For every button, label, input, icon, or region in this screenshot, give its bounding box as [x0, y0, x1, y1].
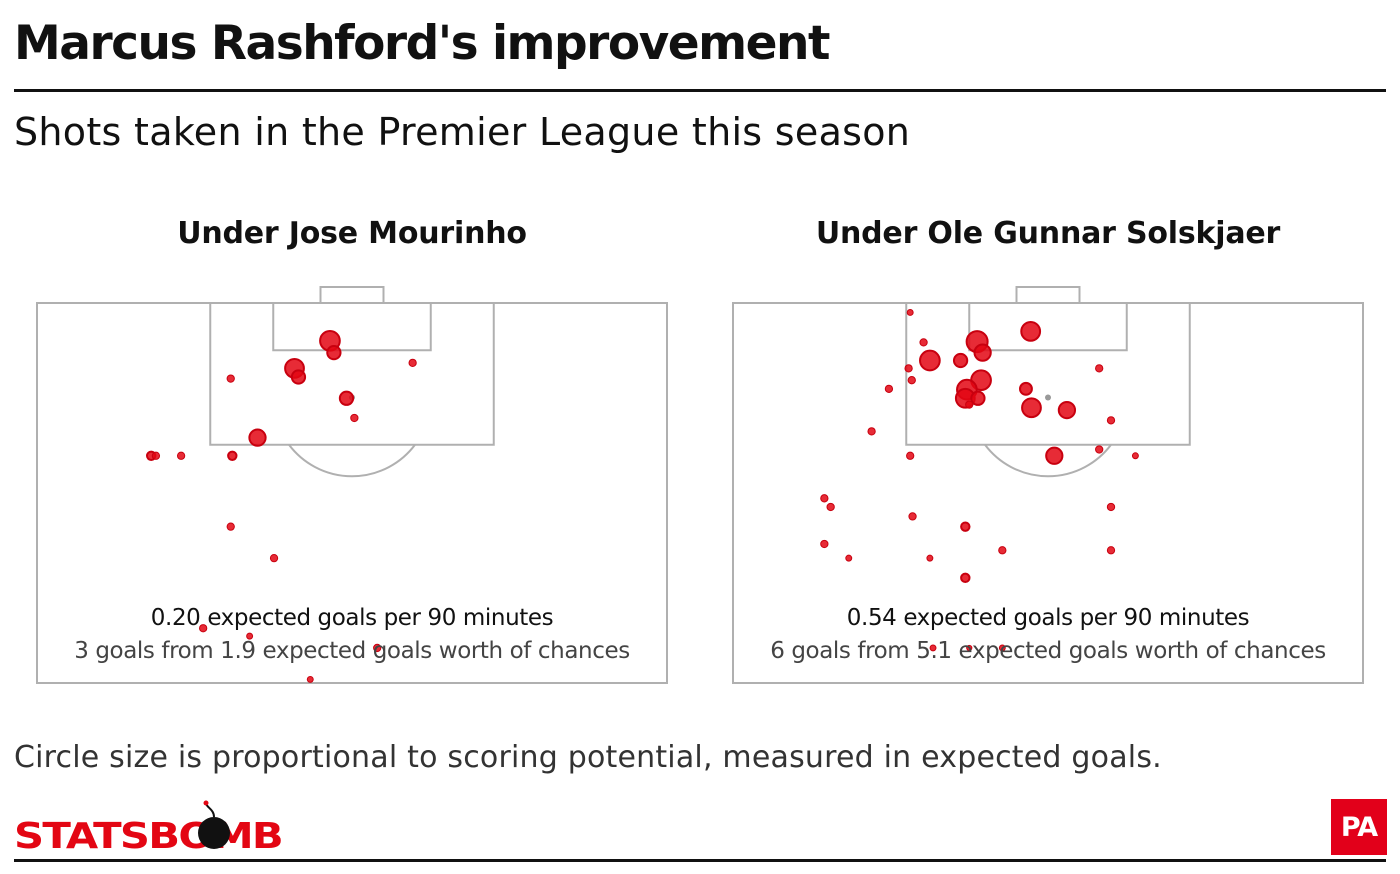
shot-marker: [929, 644, 937, 652]
shot-map-solskjaer: [732, 286, 1364, 684]
chart-subtitle: Shots taken in the Premier League this s…: [14, 110, 911, 154]
shot-marker: [269, 554, 279, 563]
shot-marker: [350, 413, 359, 423]
footnote: Circle size is proportional to scoring p…: [14, 740, 1162, 775]
shot-marker: [290, 369, 307, 385]
penalty-arc: [288, 444, 416, 478]
pa-logo: PA: [1331, 799, 1387, 855]
shot-marker: [884, 384, 894, 393]
shot-marker: [919, 338, 928, 347]
shot-marker: [1106, 502, 1116, 512]
stat-main-mourinho: 0.20 expected goals per 90 minutes: [150, 605, 554, 631]
shot-marker: [904, 364, 913, 373]
goal: [1015, 286, 1081, 304]
shot-marker: [1131, 452, 1139, 460]
bomb-icon: [198, 800, 230, 849]
shot-marker: [1095, 364, 1104, 373]
shot-marker: [199, 624, 208, 633]
shot-marker: [965, 400, 974, 409]
penalty-box: [209, 302, 495, 446]
bottom-rule: [14, 859, 1386, 862]
shot-marker: [908, 512, 917, 521]
chart-title: Marcus Rashford's improvement: [14, 16, 830, 71]
svg-text:STATSBOMB: STATSBOMB: [14, 816, 282, 856]
shot-map-mourinho: [36, 286, 668, 684]
shot-marker: [1019, 381, 1033, 396]
shot-marker: [1057, 400, 1077, 420]
shot-marker: [226, 522, 235, 531]
shot-marker: [966, 644, 973, 652]
shot-marker: [1106, 416, 1116, 425]
shot-marker: [1021, 397, 1042, 419]
shot-marker: [826, 502, 835, 512]
shot-marker: [907, 376, 916, 385]
shot-marker: [1020, 320, 1042, 342]
shot-marker: [1095, 445, 1104, 454]
shot-marker: [408, 358, 417, 367]
shot-marker: [867, 427, 876, 436]
shot-marker: [998, 546, 1007, 555]
shot-marker: [1045, 446, 1064, 465]
shot-marker: [820, 539, 829, 549]
stat-sub-solskjaer: 6 goals from 5.1 expected goals worth of…: [770, 638, 1326, 664]
shot-marker: [906, 451, 915, 460]
shot-marker: [373, 643, 382, 653]
statsbomb-logo: STATSBOMB: [14, 800, 284, 856]
shot-marker: [248, 428, 267, 447]
shot-marker: [845, 554, 853, 562]
shot-marker: [970, 390, 986, 406]
title-rule: [14, 89, 1386, 92]
shot-marker: [151, 451, 161, 460]
penalty-arc: [984, 444, 1112, 478]
shot-marker: [326, 344, 342, 361]
penalty-spot: [1045, 394, 1051, 401]
shot-marker: [306, 675, 314, 683]
six-yard-box: [968, 302, 1128, 352]
shot-marker: [246, 632, 254, 640]
shot-marker: [338, 390, 355, 406]
panel-title-solskjaer: Under Ole Gunnar Solskjaer: [815, 216, 1281, 251]
penalty-box: [905, 302, 1191, 446]
stat-sub-mourinho: 3 goals from 1.9 expected goals worth of…: [74, 638, 630, 664]
shot-marker: [960, 521, 971, 532]
shot-marker: [820, 494, 829, 503]
stat-main-solskjaer: 0.54 expected goals per 90 minutes: [846, 605, 1250, 631]
shot-marker: [227, 450, 238, 461]
panel-title-mourinho: Under Jose Mourinho: [177, 216, 527, 251]
shot-marker: [226, 374, 235, 383]
shot-marker: [1106, 546, 1116, 555]
shot-marker: [998, 644, 1006, 652]
shot-marker: [906, 308, 914, 316]
shot-marker: [919, 349, 941, 372]
shot-marker: [926, 554, 934, 562]
shot-marker: [973, 343, 992, 362]
goal: [319, 286, 385, 304]
six-yard-box: [272, 302, 432, 352]
shot-marker: [952, 352, 969, 369]
shot-marker: [176, 451, 186, 460]
shot-marker: [960, 572, 971, 584]
